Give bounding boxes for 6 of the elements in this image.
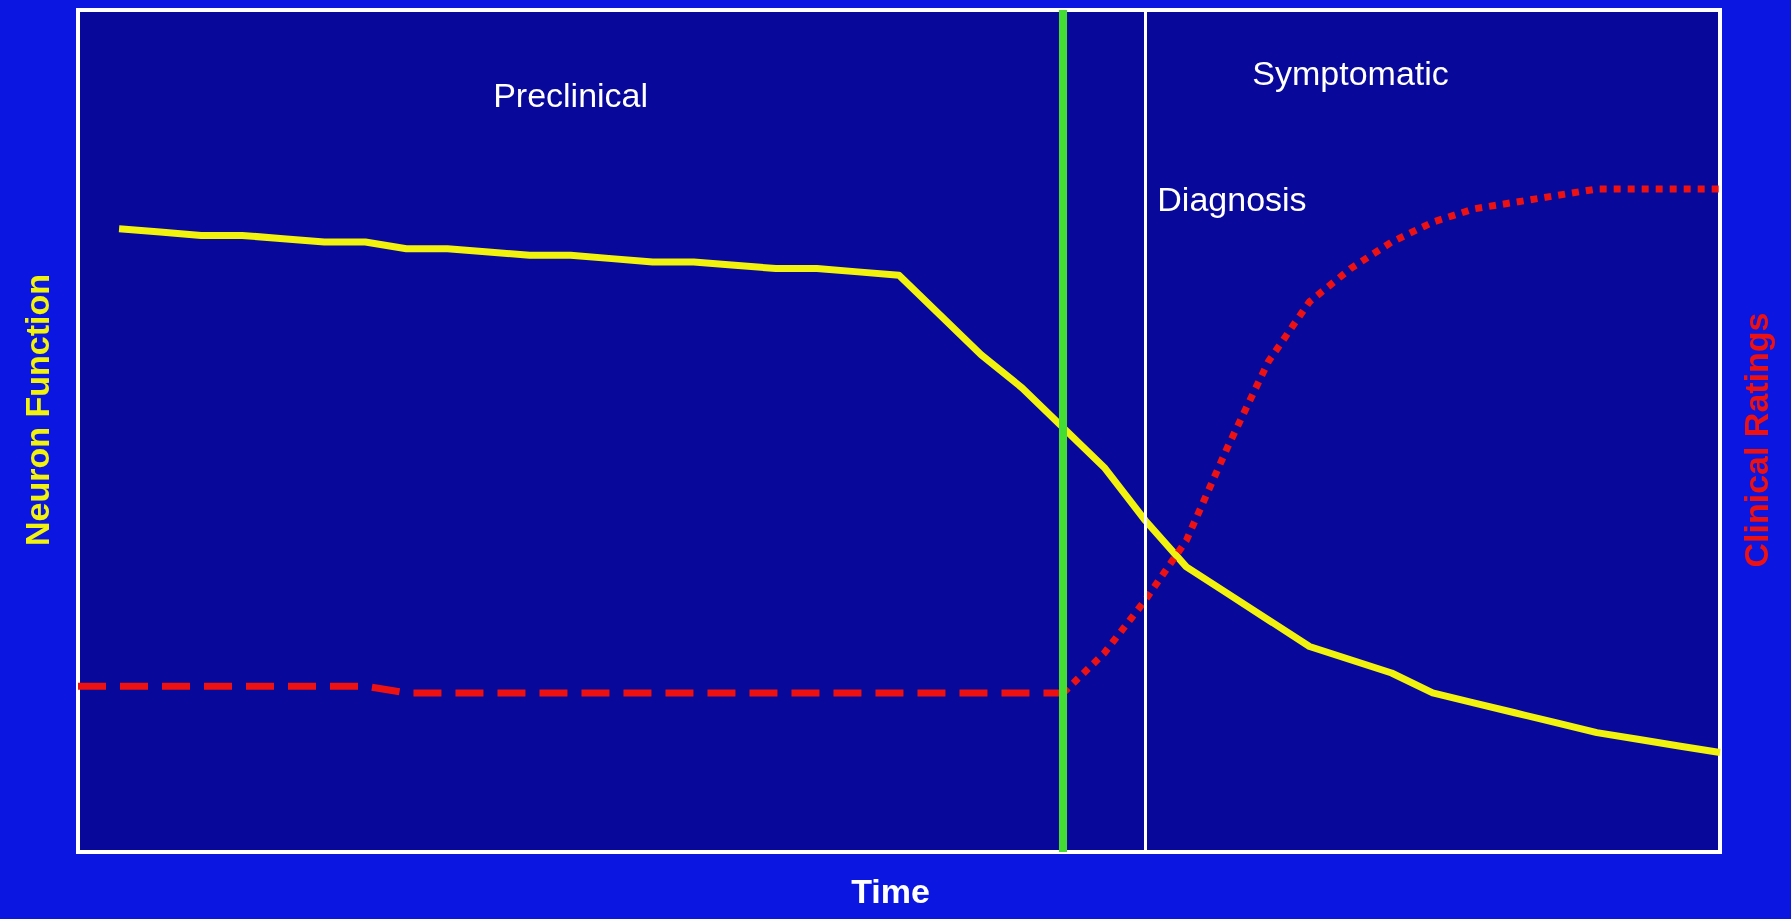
x-axis-title: Time [851, 872, 930, 910]
text: Diagnosis [1157, 180, 1307, 219]
text: Symptomatic [1252, 54, 1449, 93]
y2-axis-title: Clinical Ratings [1737, 312, 1775, 568]
y-axis-title: Neuron Function [18, 274, 56, 546]
text: Preclinical [493, 76, 649, 115]
